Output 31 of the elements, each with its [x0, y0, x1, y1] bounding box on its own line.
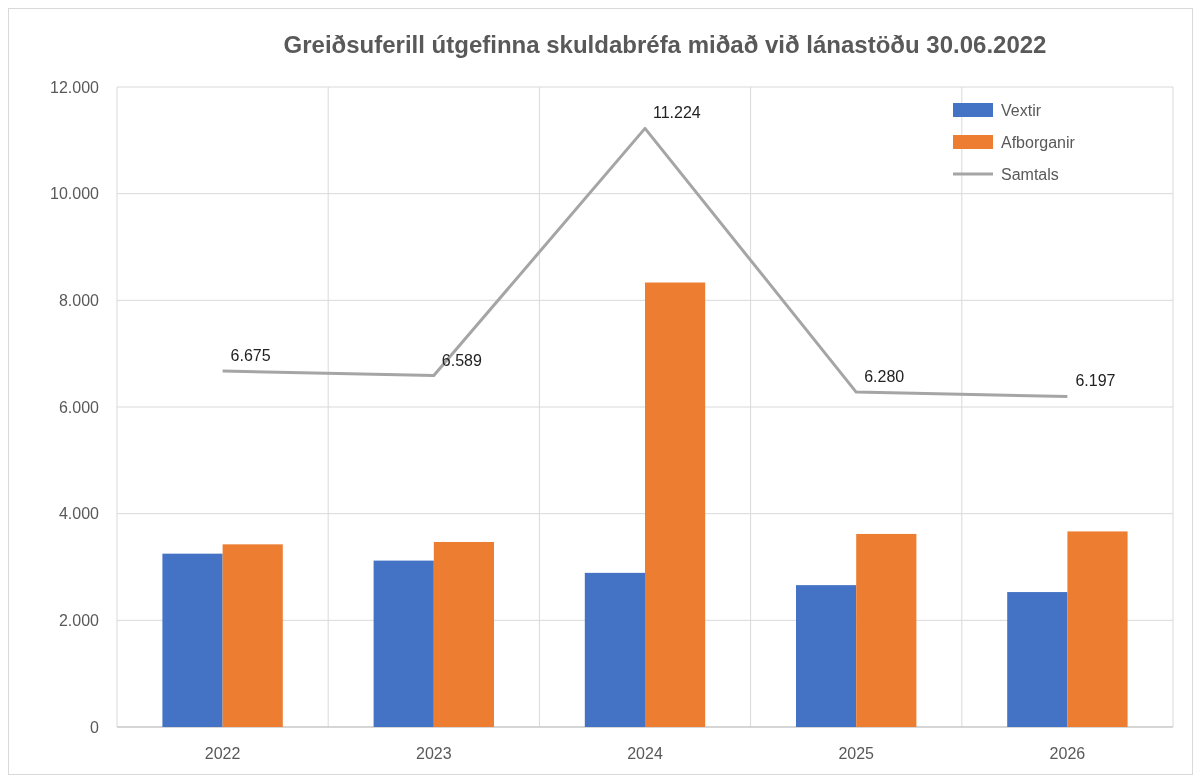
data-label: 6.589 [441, 351, 482, 369]
y-tick-label: 2.000 [58, 611, 100, 629]
data-label: 6.675 [230, 347, 271, 364]
x-tick-label: 2024 [627, 745, 663, 762]
data-label: 6.280 [864, 368, 905, 386]
legend-label: Vextir [1001, 101, 1042, 119]
x-tick-label: 2022 [204, 745, 241, 762]
x-tick-label: 2026 [1049, 745, 1086, 762]
bar [162, 553, 223, 727]
x-tick-label: 2025 [838, 745, 875, 762]
y-tick-label: 0 [90, 718, 100, 736]
data-label: 11.224 [653, 104, 701, 122]
bar [796, 585, 857, 727]
y-tick-label: 6.000 [58, 398, 100, 416]
y-tick-label: 10.000 [50, 185, 100, 203]
y-tick-label: 12.000 [50, 78, 100, 96]
legend-label: Samtals [1001, 165, 1059, 183]
legend-label: Afborganir [1001, 133, 1076, 151]
bar [222, 544, 283, 727]
bar [856, 533, 917, 727]
chart-title: Greiðsuferill útgefinna skuldabréfa miðað við lánastöðu 30.06.2022 [283, 31, 1047, 58]
bar [645, 282, 706, 727]
data-label: 6.197 [1075, 372, 1116, 390]
bar [1067, 531, 1128, 727]
y-tick-label: 8.000 [58, 291, 100, 309]
bar [373, 560, 434, 727]
y-tick-label: 4.000 [58, 505, 100, 523]
bar [584, 572, 645, 727]
x-tick-label: 2023 [416, 745, 452, 762]
bar [433, 541, 494, 727]
bar [1007, 592, 1068, 727]
